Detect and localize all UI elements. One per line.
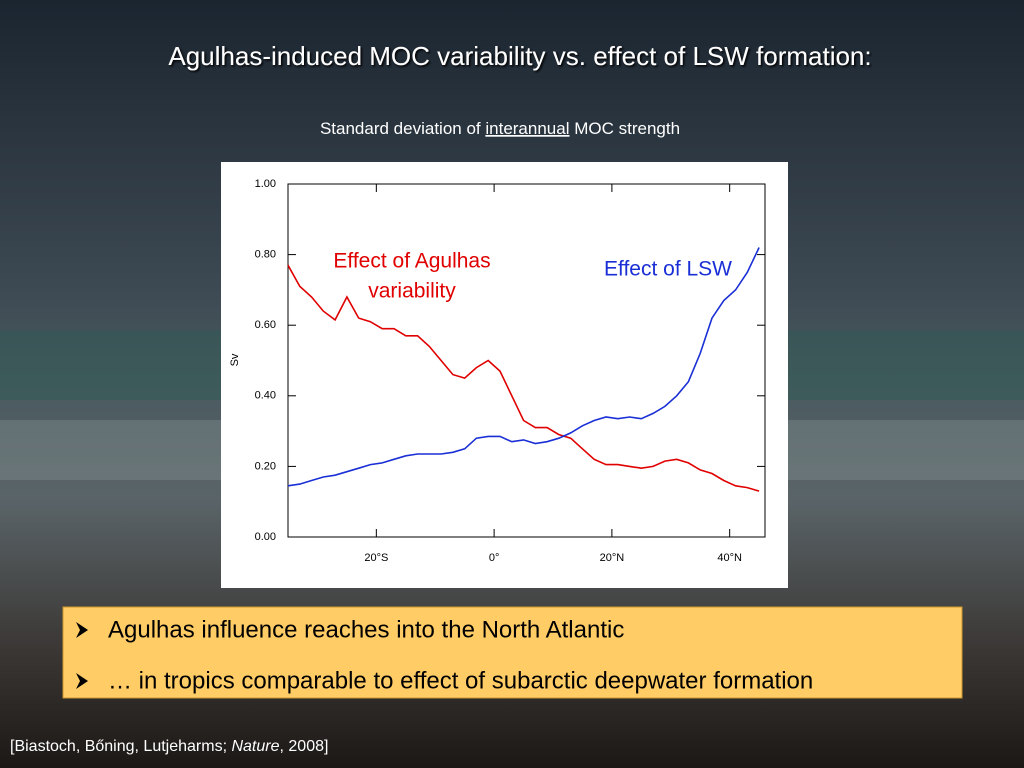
citation: [Biastoch, Bőning, Lutjeharms; Nature, 2… [10, 738, 328, 755]
x-tick-label: 40°N [717, 552, 742, 564]
series-line [287, 264, 760, 492]
citation-part: Nature [231, 738, 279, 755]
bullet-box [62, 606, 963, 699]
y-tick-label: 0.00 [255, 531, 276, 543]
x-tick-label: 20°N [600, 552, 625, 564]
plot-frame [287, 183, 766, 538]
y-tick-label: 0.80 [255, 249, 276, 261]
y-tick-label: 0.60 [255, 319, 276, 331]
series-line [287, 247, 760, 487]
slide-title: Agulhas-induced MOC variability vs. effe… [168, 41, 871, 71]
bullet: Agulhas influence reaches into the North… [108, 616, 624, 643]
bullet-icon [76, 622, 88, 638]
annotation: Effect of LSW [604, 258, 732, 281]
citation-part: [Biastoch, Bőning, Lutjeharms; [10, 738, 227, 755]
subtitle-part: interannual [485, 119, 569, 138]
y-tick-label: 0.20 [255, 460, 276, 472]
y-axis-label: Sv [229, 353, 241, 366]
chart: 0.00 0.20 0.40 0.60 0.80 1.00 20°S 0° 20°N 40°N Sv… [229, 178, 766, 564]
subtitle: Standard deviation of interannual MOC st… [320, 119, 680, 138]
chart-panel [221, 162, 788, 588]
citation-part: , 2008] [280, 738, 329, 755]
annotation: Effect of Agulhas [333, 250, 490, 273]
bullet: … in tropics comparable to effect of sub… [108, 667, 813, 694]
subtitle-part: MOC strength [574, 119, 680, 138]
annotation: variability [368, 280, 456, 303]
subtitle-part: Standard deviation of [320, 119, 481, 138]
y-tick-label: 0.40 [255, 390, 276, 402]
bullet-icon [76, 673, 88, 689]
y-tick-label: 1.00 [255, 178, 276, 190]
x-tick-label: 20°S [364, 552, 388, 564]
x-tick-label: 0° [489, 552, 500, 564]
